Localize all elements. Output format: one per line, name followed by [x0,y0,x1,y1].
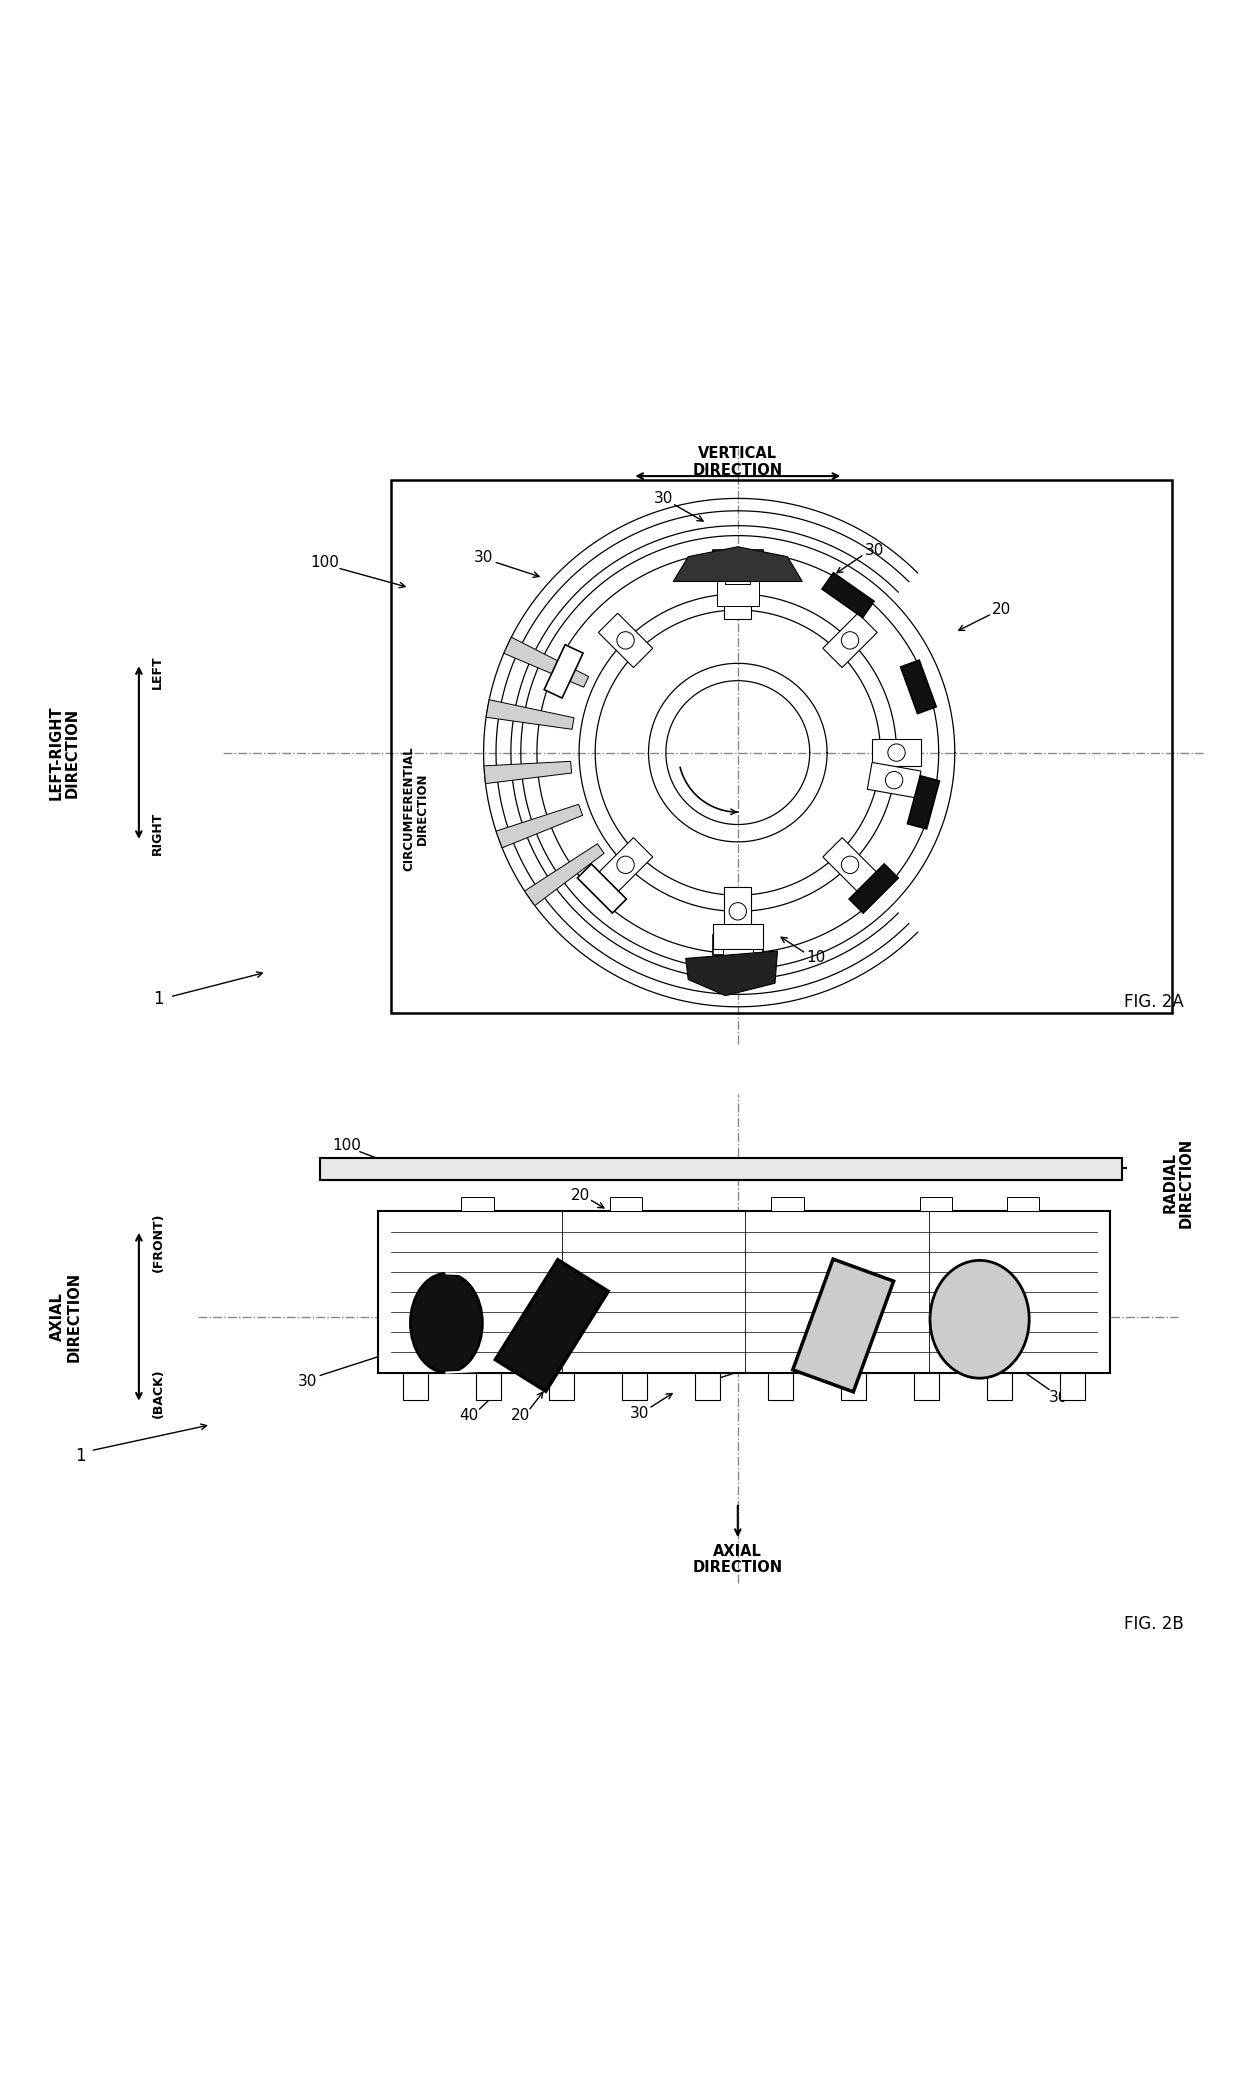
Text: RIGHT: RIGHT [151,812,164,854]
Text: 30: 30 [653,491,673,505]
Circle shape [842,856,859,873]
Bar [622,1372,647,1399]
Polygon shape [823,614,877,668]
Text: 30: 30 [298,1374,317,1389]
Text: 100: 100 [310,555,340,570]
Bar [717,580,759,606]
Text: 40: 40 [459,1409,479,1424]
Bar [391,480,1172,1013]
Polygon shape [484,762,572,783]
Text: 1: 1 [154,990,164,1009]
Polygon shape [872,739,921,766]
Bar [1060,1372,1085,1399]
Bar [725,564,750,585]
Polygon shape [495,1259,609,1391]
Polygon shape [503,637,589,687]
Polygon shape [496,804,583,848]
Polygon shape [713,935,763,954]
Polygon shape [673,547,802,580]
Polygon shape [724,570,751,618]
Polygon shape [822,572,874,618]
Polygon shape [578,864,626,912]
Bar [841,1372,866,1399]
Polygon shape [544,645,583,697]
Bar [1007,1196,1039,1211]
Polygon shape [599,614,652,668]
Polygon shape [823,837,877,892]
Polygon shape [867,762,921,798]
Text: 20: 20 [570,1188,590,1203]
Text: 30: 30 [864,543,884,557]
Polygon shape [599,837,652,892]
Polygon shape [908,777,940,829]
Bar [914,1372,939,1399]
Bar [768,1372,792,1399]
Text: 30: 30 [694,1378,714,1393]
Bar [920,1196,952,1211]
Text: 30: 30 [474,551,494,566]
Circle shape [888,743,905,762]
Polygon shape [525,844,604,906]
Polygon shape [849,864,898,912]
Circle shape [842,633,859,649]
Bar [987,1372,1012,1399]
Circle shape [616,633,634,649]
Bar [378,1211,1110,1372]
Ellipse shape [410,1274,482,1372]
Text: 10: 10 [806,950,826,965]
Text: CIRCUMFERENTIAL
DIRECTION: CIRCUMFERENTIAL DIRECTION [402,745,429,871]
Bar [403,1372,428,1399]
Circle shape [885,770,903,789]
Polygon shape [686,950,777,996]
Text: FIG. 2B: FIG. 2B [1125,1614,1184,1633]
Bar [771,1196,804,1211]
Text: 20: 20 [992,603,1012,618]
Circle shape [729,902,746,921]
Bar [723,948,753,971]
Text: FIG. 2A: FIG. 2A [1125,992,1184,1011]
Bar [696,1372,720,1399]
Ellipse shape [930,1261,1029,1378]
Circle shape [616,856,634,873]
Bar [713,923,763,948]
Text: (BACK): (BACK) [153,1370,165,1418]
Text: 20: 20 [511,1409,531,1424]
Polygon shape [724,887,751,935]
Polygon shape [792,1259,894,1393]
Text: 1: 1 [76,1447,86,1464]
Polygon shape [713,551,763,570]
Bar [476,1372,501,1399]
Text: RADIAL
DIRECTION: RADIAL DIRECTION [1162,1138,1194,1228]
Text: 30: 30 [630,1405,650,1422]
Text: 30: 30 [1049,1391,1069,1405]
Text: AXIAL
DIRECTION: AXIAL DIRECTION [50,1272,82,1361]
Polygon shape [900,660,936,714]
Polygon shape [486,699,574,729]
Bar [549,1372,574,1399]
Text: AXIAL
DIRECTION: AXIAL DIRECTION [693,1543,782,1574]
Text: LEFT-RIGHT
DIRECTION: LEFT-RIGHT DIRECTION [48,706,81,800]
Bar [320,1159,1122,1180]
Circle shape [729,585,746,603]
Bar [610,1196,642,1211]
Text: VERTICAL
DIRECTION: VERTICAL DIRECTION [693,447,782,478]
Bar [461,1196,494,1211]
Text: LEFT: LEFT [151,656,164,689]
Text: (FRONT): (FRONT) [153,1213,165,1272]
Text: 100: 100 [332,1138,362,1153]
